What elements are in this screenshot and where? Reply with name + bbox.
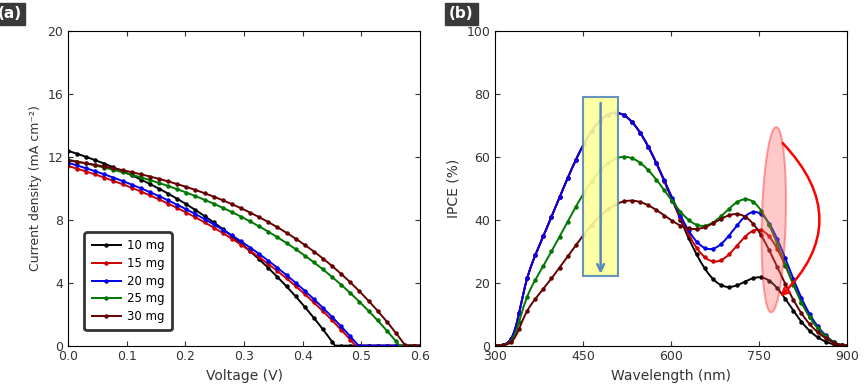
15 mg [85, 170, 95, 175]
15 mg [274, 270, 284, 275]
30 mg [339, 274, 349, 279]
10 mg [85, 156, 95, 161]
10 mg [294, 299, 305, 303]
Bar [583, 97, 618, 277]
20 mg [294, 284, 305, 289]
15 mg [377, 343, 387, 348]
X-axis label: Voltage (V): Voltage (V) [205, 369, 282, 383]
Line: 20 mg: 20 mg [67, 161, 433, 347]
25 mg [376, 322, 386, 327]
Y-axis label: Current density (mA cm⁻²): Current density (mA cm⁻²) [29, 105, 42, 271]
X-axis label: Wavelength (nm): Wavelength (nm) [611, 369, 731, 383]
10 mg [330, 343, 340, 348]
Y-axis label: IPCE (%): IPCE (%) [447, 159, 461, 218]
25 mg [274, 236, 284, 241]
Line: 30 mg: 30 mg [67, 159, 433, 347]
15 mg [339, 330, 349, 335]
30 mg [427, 343, 437, 348]
Line: 15 mg: 15 mg [67, 164, 433, 347]
10 mg [284, 287, 294, 291]
20 mg [339, 327, 349, 332]
10 mg [427, 343, 437, 348]
30 mg [284, 232, 294, 237]
Ellipse shape [761, 127, 786, 312]
25 mg [284, 242, 294, 247]
15 mg [351, 343, 361, 348]
25 mg [339, 285, 349, 290]
25 mg [395, 343, 405, 348]
30 mg [294, 239, 305, 244]
30 mg [376, 313, 386, 317]
Legend: 10 mg, 15 mg, 20 mg, 25 mg, 30 mg: 10 mg, 15 mg, 20 mg, 25 mg, 30 mg [84, 232, 171, 330]
Text: (b): (b) [449, 6, 474, 21]
20 mg [427, 343, 437, 348]
20 mg [274, 267, 284, 271]
25 mg [294, 250, 305, 254]
10 mg [274, 277, 284, 281]
30 mg [62, 158, 73, 163]
30 mg [401, 343, 411, 348]
10 mg [62, 149, 73, 153]
25 mg [427, 343, 437, 348]
20 mg [85, 167, 95, 172]
15 mg [294, 287, 305, 292]
15 mg [427, 343, 437, 348]
20 mg [377, 343, 387, 348]
30 mg [85, 161, 95, 166]
20 mg [284, 275, 294, 279]
20 mg [62, 160, 73, 165]
10 mg [377, 343, 387, 348]
15 mg [284, 278, 294, 283]
30 mg [274, 226, 284, 231]
Text: (a): (a) [0, 6, 22, 21]
25 mg [85, 162, 95, 167]
20 mg [353, 343, 364, 348]
10 mg [339, 343, 350, 348]
Line: 25 mg: 25 mg [67, 158, 433, 347]
15 mg [62, 163, 73, 168]
25 mg [62, 157, 73, 162]
Line: 10 mg: 10 mg [67, 149, 433, 347]
